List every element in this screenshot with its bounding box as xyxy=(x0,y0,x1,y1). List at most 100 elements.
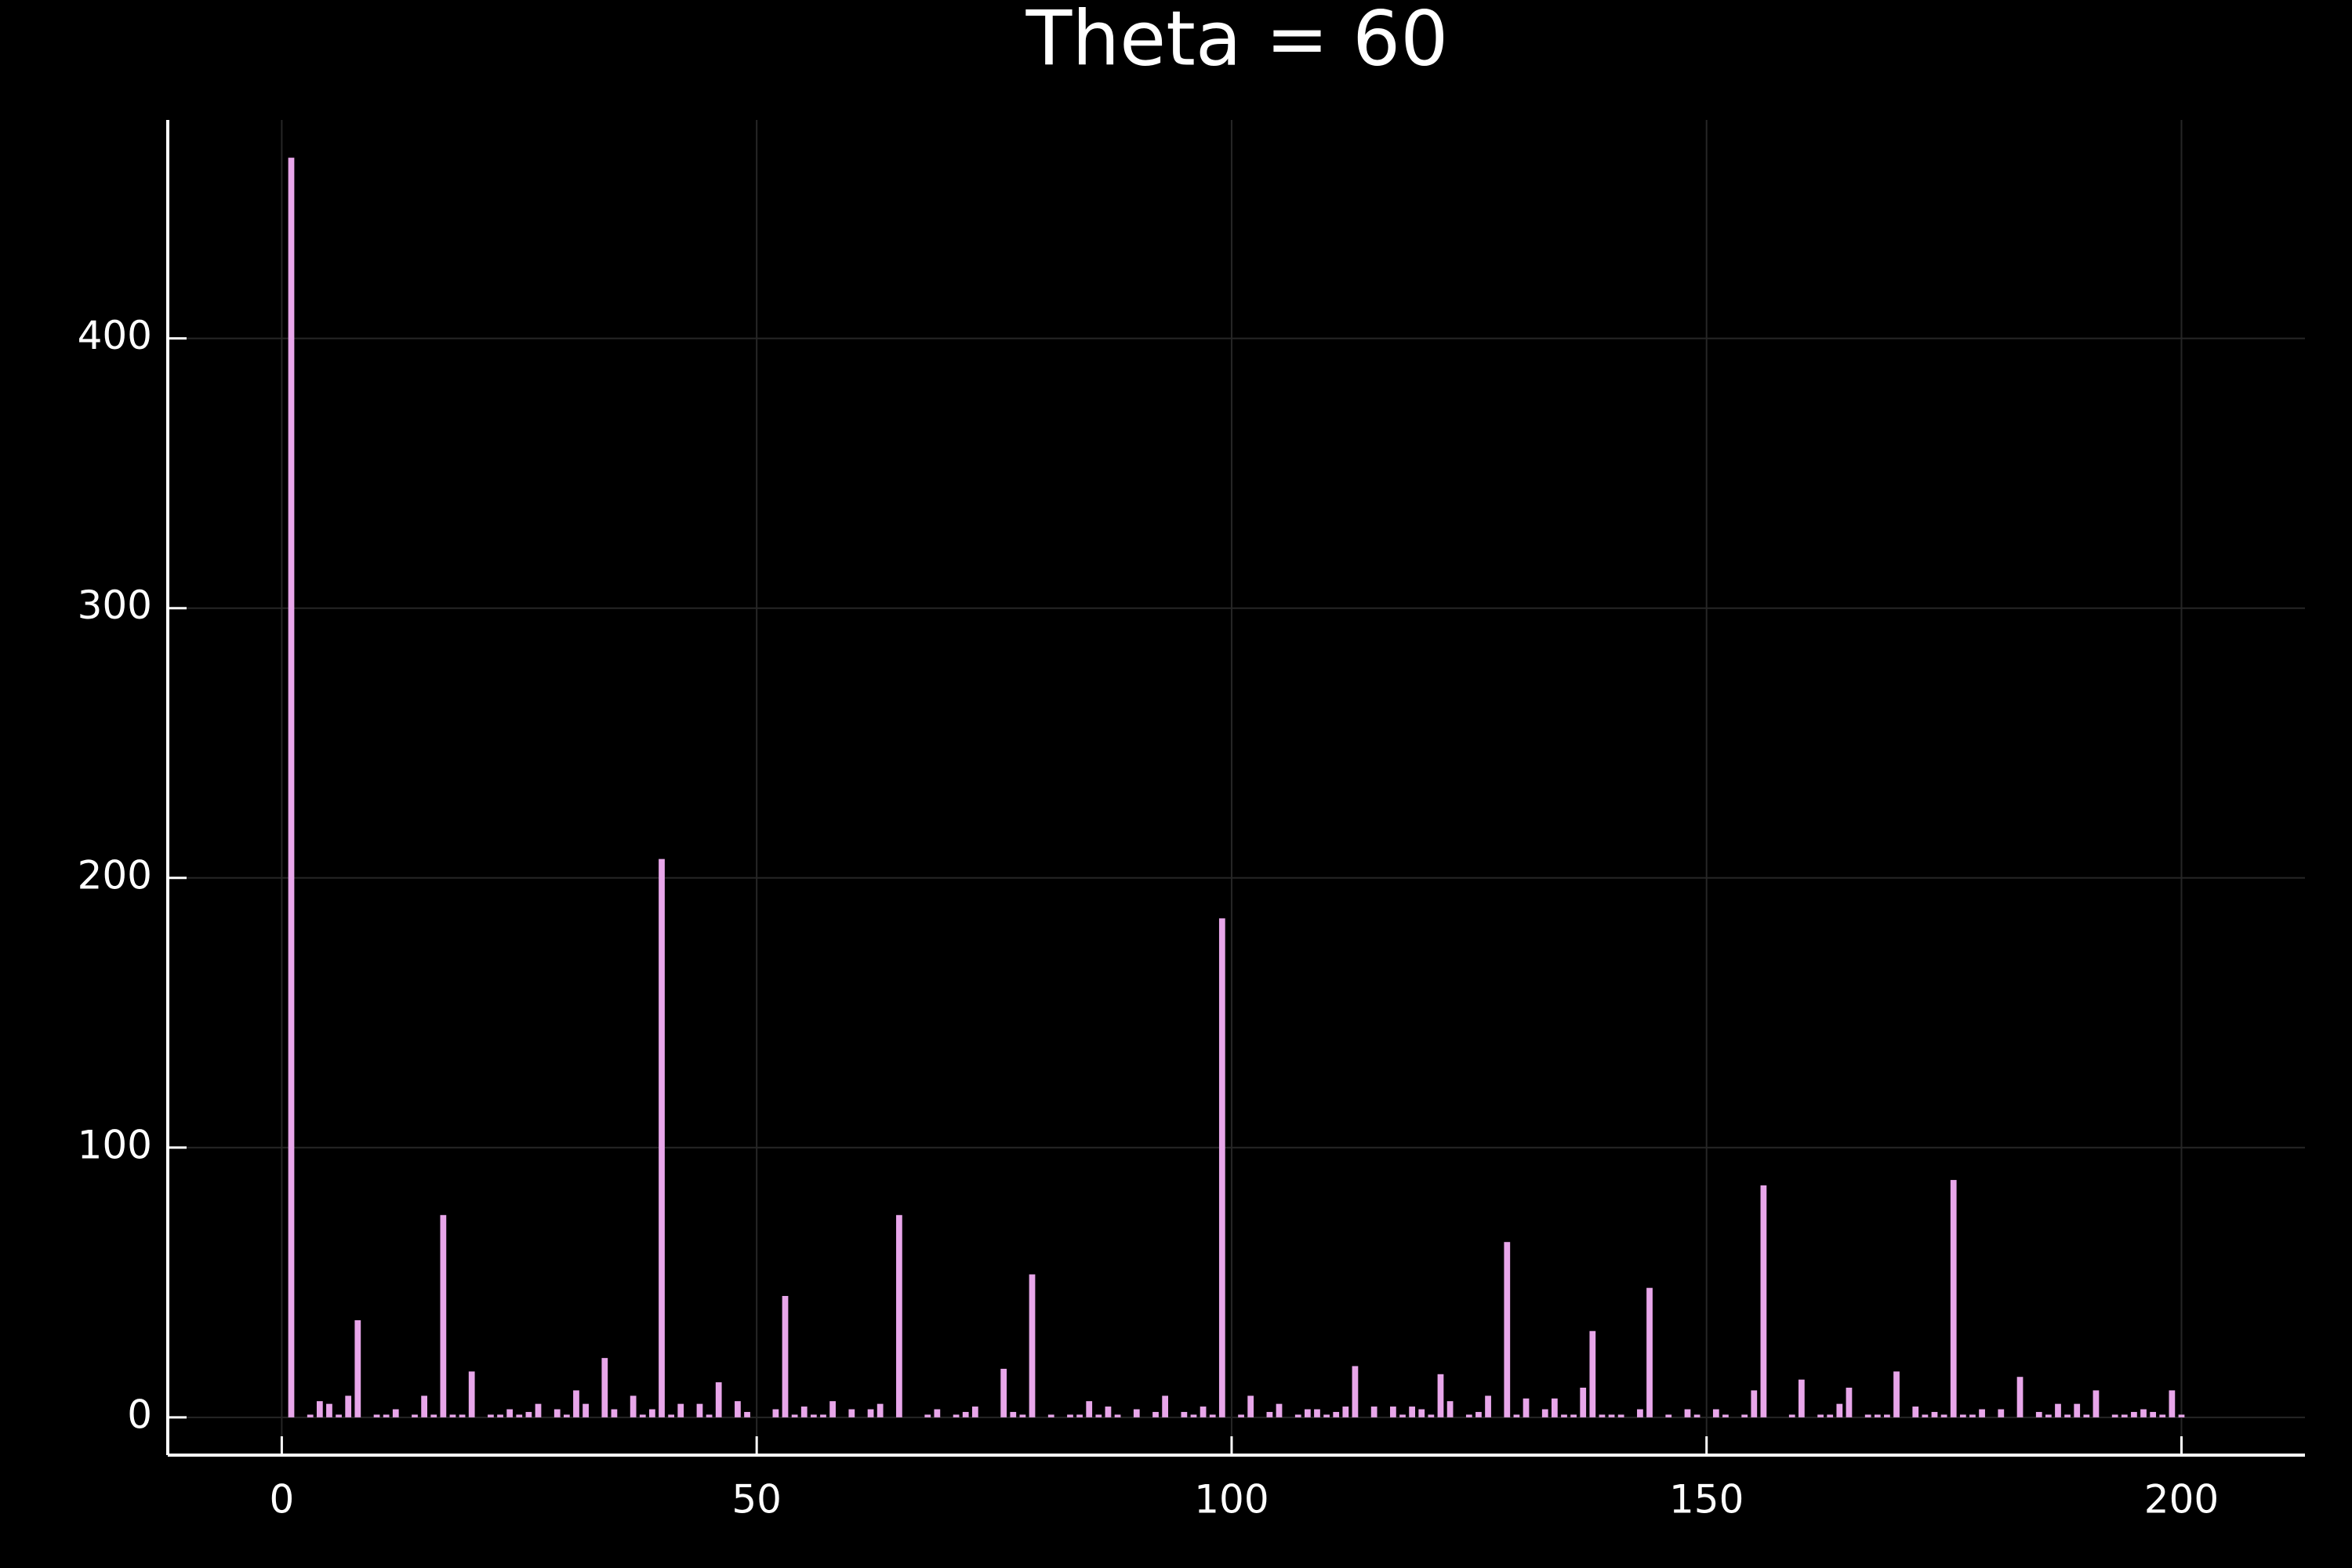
bar xyxy=(1238,1414,1244,1417)
bar xyxy=(829,1401,836,1417)
bar xyxy=(1399,1414,1406,1417)
bar xyxy=(2121,1414,2128,1417)
bar xyxy=(1940,1414,1947,1417)
bar xyxy=(1029,1274,1036,1417)
bar xyxy=(288,158,295,1417)
bar xyxy=(639,1414,646,1417)
bar xyxy=(525,1411,532,1417)
bar xyxy=(2092,1390,2100,1417)
bar xyxy=(1513,1414,1520,1417)
bar xyxy=(782,1296,789,1417)
bar xyxy=(2064,1414,2071,1417)
bar xyxy=(877,1403,884,1417)
bar xyxy=(1599,1414,1606,1417)
bar xyxy=(1637,1409,1643,1417)
bar xyxy=(459,1414,466,1417)
bar xyxy=(630,1396,637,1417)
bar xyxy=(1523,1398,1530,1417)
bar xyxy=(316,1401,323,1417)
bar xyxy=(1333,1411,1340,1417)
bar xyxy=(440,1214,447,1417)
bar xyxy=(1370,1406,1377,1417)
bar xyxy=(611,1409,618,1417)
bar xyxy=(696,1403,703,1417)
bar xyxy=(1969,1414,1976,1417)
bar xyxy=(1684,1409,1691,1417)
bar xyxy=(1294,1414,1301,1417)
bar xyxy=(2083,1414,2090,1417)
bar xyxy=(1741,1414,1748,1417)
bar xyxy=(962,1411,969,1417)
bar xyxy=(867,1409,874,1417)
bar xyxy=(2074,1403,2081,1417)
bar xyxy=(715,1382,722,1417)
x-tick-label: 50 xyxy=(731,1477,782,1523)
bar xyxy=(2178,1414,2185,1417)
bar xyxy=(563,1414,570,1417)
bar xyxy=(1551,1398,1558,1417)
bar xyxy=(307,1414,314,1417)
bar xyxy=(1181,1411,1188,1417)
bar xyxy=(1276,1403,1283,1417)
bar xyxy=(1409,1406,1416,1417)
bar xyxy=(924,1414,931,1417)
bar xyxy=(1893,1371,1900,1417)
bar xyxy=(735,1401,741,1417)
bar xyxy=(383,1414,390,1417)
bar xyxy=(896,1214,902,1417)
bar xyxy=(1541,1409,1548,1417)
bar xyxy=(373,1414,380,1417)
bar xyxy=(1114,1414,1121,1417)
bar xyxy=(1019,1414,1026,1417)
bar xyxy=(820,1414,826,1417)
bar xyxy=(1504,1242,1511,1417)
x-tick-label: 0 xyxy=(269,1477,294,1523)
bar xyxy=(1485,1396,1491,1417)
bar xyxy=(1884,1414,1890,1417)
bar xyxy=(2045,1414,2052,1417)
bar xyxy=(2111,1414,2118,1417)
bar xyxy=(430,1414,437,1417)
bar xyxy=(2159,1414,2166,1417)
y-tick-label: 200 xyxy=(78,852,152,898)
bar xyxy=(2150,1411,2157,1417)
bar xyxy=(1722,1414,1729,1417)
bar xyxy=(1817,1414,1824,1417)
bar xyxy=(1067,1414,1073,1417)
bar xyxy=(1342,1406,1349,1417)
bar xyxy=(1836,1403,1843,1417)
bar xyxy=(583,1403,589,1417)
bar xyxy=(354,1319,361,1417)
bar xyxy=(848,1409,855,1417)
bar xyxy=(1788,1414,1795,1417)
bar xyxy=(772,1409,779,1417)
bar xyxy=(497,1414,503,1417)
bar xyxy=(1561,1414,1567,1417)
bar xyxy=(326,1403,332,1417)
bar xyxy=(1760,1185,1767,1417)
bar xyxy=(1931,1411,1938,1417)
x-tick-label: 150 xyxy=(1669,1477,1744,1523)
bar xyxy=(1352,1366,1359,1417)
bar xyxy=(345,1396,352,1417)
bar xyxy=(744,1411,750,1417)
bar xyxy=(573,1390,579,1417)
bar xyxy=(706,1414,713,1417)
bar xyxy=(953,1414,960,1417)
bar xyxy=(1959,1414,1966,1417)
bar xyxy=(934,1409,941,1417)
bar xyxy=(1922,1414,1929,1417)
bar xyxy=(1218,918,1225,1417)
y-tick-label: 0 xyxy=(127,1392,152,1437)
bar xyxy=(1200,1406,1207,1417)
bar xyxy=(810,1414,817,1417)
bar xyxy=(2055,1403,2061,1417)
bar xyxy=(1076,1414,1083,1417)
bar xyxy=(1304,1409,1311,1417)
bar xyxy=(1133,1409,1140,1417)
bar xyxy=(1570,1414,1577,1417)
bar xyxy=(1047,1414,1054,1417)
bar xyxy=(1152,1411,1159,1417)
